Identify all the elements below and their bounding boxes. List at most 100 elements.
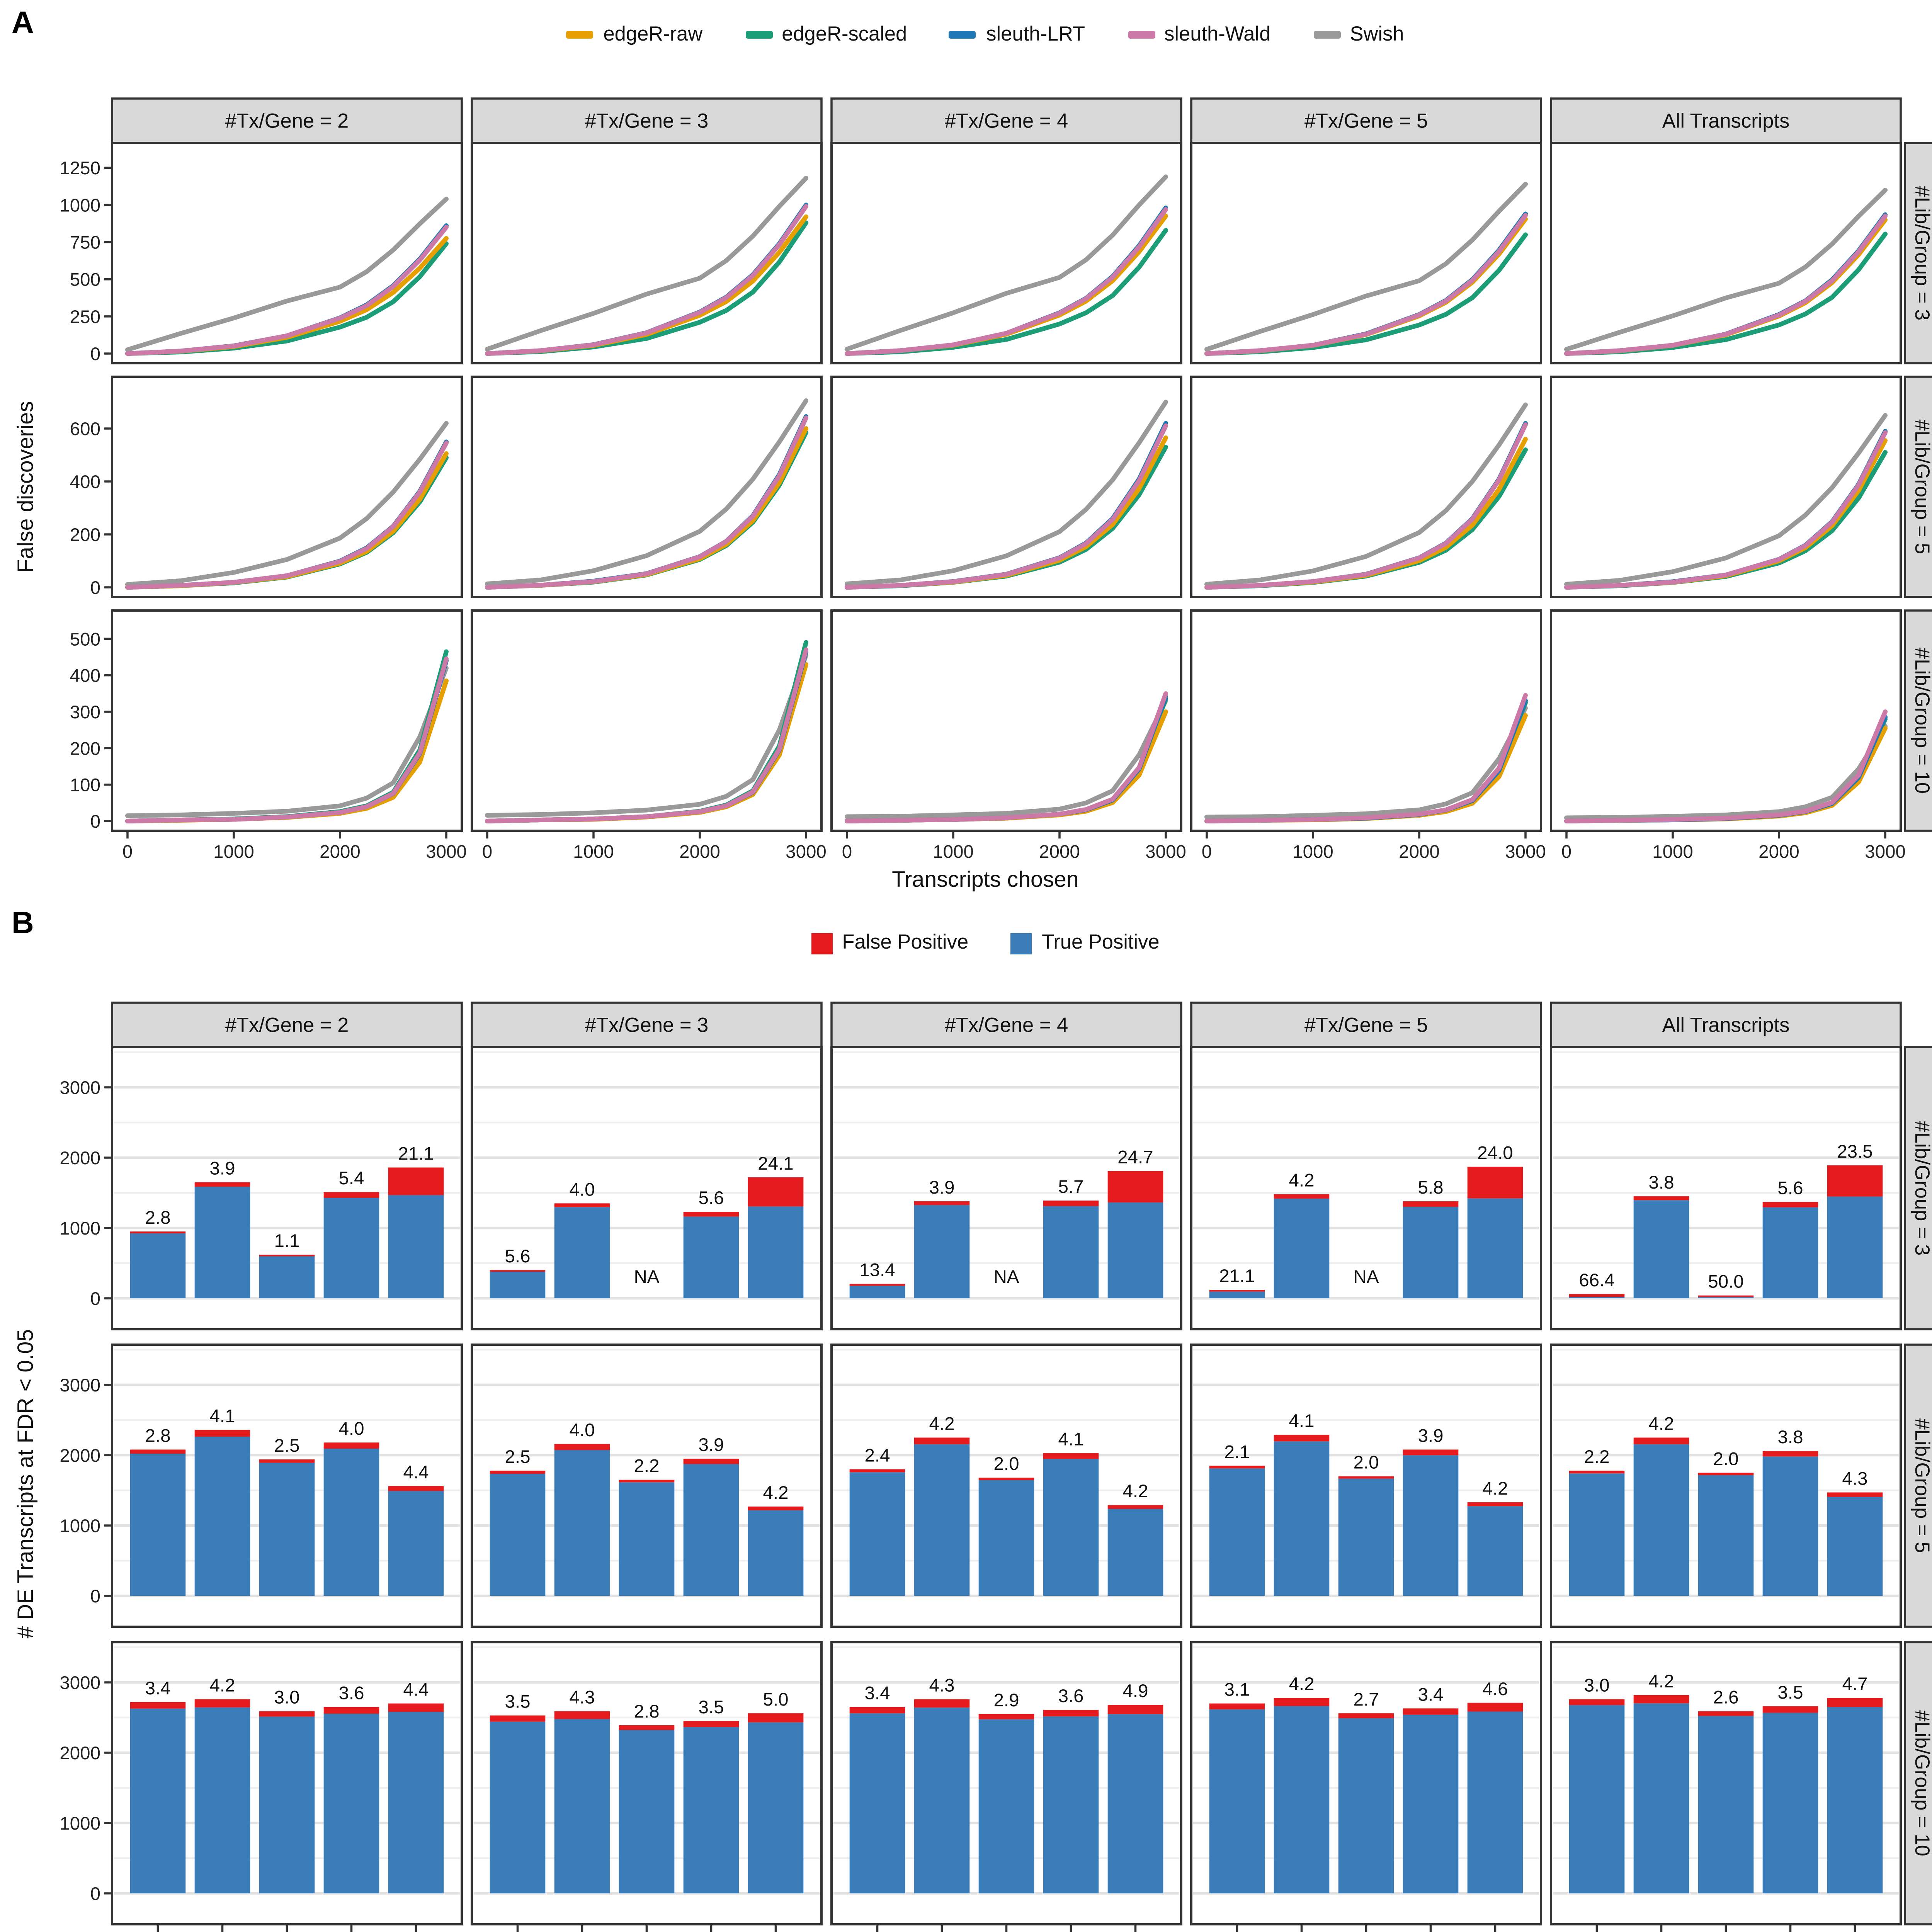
- bar-b-fp-r1-c4-1: [1633, 1437, 1689, 1444]
- bar-b-label-r0-c3-4: 24.0: [1477, 1143, 1513, 1163]
- bar-b-label-r0-c1-1: 4.0: [569, 1179, 595, 1200]
- svg-text:1000: 1000: [60, 1813, 100, 1834]
- bar-b-fp-r2-c0-0: [130, 1702, 186, 1709]
- bar-b-tp-r1-c0-4: [388, 1491, 444, 1596]
- line-a-r1-c0-sleuth-Wald: [125, 440, 449, 590]
- svg-text:0: 0: [482, 842, 492, 862]
- bar-b-fp-r1-c2-0: [849, 1469, 905, 1473]
- bar-b-fp-r1-c4-4: [1827, 1492, 1883, 1497]
- facet-a-r0-c3: [1190, 142, 1542, 364]
- bar-b-label-r0-c3-3: 5.8: [1418, 1177, 1443, 1198]
- bar-b-tp-r0-c2-4: [1107, 1202, 1163, 1298]
- bar-b-label-r0-c4-2: 50.0: [1708, 1272, 1743, 1292]
- bar-b-fp-r0-c4-0: [1569, 1294, 1625, 1297]
- svg-text:2000: 2000: [1039, 842, 1080, 862]
- line-a-r0-c0-Swish: [125, 197, 449, 352]
- legend-item-edger-raw: edgeR-raw: [566, 23, 702, 46]
- line-a-r1-c1-Swish: [485, 398, 809, 587]
- svg-text:3000: 3000: [1145, 842, 1186, 862]
- bar-b-tp-r2-c0-3: [323, 1714, 379, 1893]
- bar-b-label-r1-c3-4: 4.2: [1482, 1478, 1508, 1499]
- bar-b-label-r1-c1-3: 3.9: [698, 1435, 724, 1455]
- bar-b-tp-r2-c0-4: [388, 1712, 444, 1893]
- line-a-r2-c0-sleuth-Wald: [125, 656, 449, 823]
- facet-b-r0-c1: 5.6 4.0 NA 5.6 24.1: [470, 1046, 823, 1330]
- bar-b-label-r2-c3-1: 4.2: [1289, 1674, 1314, 1694]
- col-strip-a-3: #Tx/Gene = 5: [1190, 97, 1542, 144]
- bar-b-label-r2-c2-3: 3.6: [1058, 1686, 1083, 1706]
- bar-b-fp-r0-c4-3: [1762, 1202, 1818, 1208]
- bar-b-tp-r1-c2-1: [914, 1444, 970, 1596]
- facet-a-r1-c3: [1190, 376, 1542, 598]
- facet-b-r1-c2: 2.4 4.2 2.0 4.1 4.2: [830, 1344, 1182, 1628]
- bar-b-fp-r1-c4-2: [1698, 1473, 1754, 1475]
- bar-b-tp-r2-c3-3: [1403, 1714, 1459, 1893]
- legend-panel-b: False Positive True Positive: [0, 931, 1932, 954]
- bar-b-label-r1-c2-2: 2.0: [993, 1454, 1019, 1474]
- bar-b-fp-r1-c2-4: [1107, 1505, 1163, 1509]
- svg-text:#Lib/Group = 10: #Lib/Group = 10: [1911, 1710, 1932, 1856]
- legend-label: edgeR-scaled: [782, 23, 907, 46]
- col-strip-b-0: #Tx/Gene = 2: [111, 1002, 463, 1048]
- panel-a-label: A: [12, 8, 34, 41]
- bar-b-fp-r0-c3-0: [1209, 1290, 1265, 1292]
- line-a-r0-c2-Swish: [844, 174, 1168, 352]
- bar-b-label-r0-c3-0: 21.1: [1219, 1266, 1255, 1286]
- col-strip-b-3: #Tx/Gene = 5: [1190, 1002, 1542, 1048]
- svg-text:400: 400: [70, 472, 100, 492]
- bar-b-fp-r1-c2-2: [978, 1478, 1034, 1480]
- bar-b-tp-r0-c4-1: [1633, 1200, 1689, 1298]
- legend-label: edgeR-raw: [603, 23, 703, 46]
- bar-b-tp-r0-c2-1: [914, 1205, 970, 1298]
- svg-text:3000: 3000: [786, 842, 827, 862]
- svg-text:#Tx/Gene = 3: #Tx/Gene = 3: [585, 110, 709, 133]
- bar-b-fp-r0-c2-4: [1107, 1171, 1163, 1202]
- svg-text:1000: 1000: [1652, 842, 1693, 862]
- bar-b-tp-r1-c4-1: [1633, 1444, 1689, 1596]
- bar-b-tp-r2-c1-2: [619, 1730, 675, 1893]
- facet-b-r0-c3: 21.1 4.2 NA 5.8 24.0: [1190, 1046, 1542, 1330]
- bar-b-fp-r2-c2-0: [849, 1707, 905, 1714]
- svg-text:1000: 1000: [60, 195, 100, 216]
- svg-text:0: 0: [1561, 842, 1571, 862]
- col-strip-b-1: #Tx/Gene = 3: [471, 1002, 823, 1048]
- legend-label: sleuth-LRT: [986, 23, 1085, 46]
- svg-text:300: 300: [70, 702, 100, 723]
- bar-b-fp-r2-c2-2: [978, 1714, 1034, 1719]
- facet-a-r0-c2: [830, 142, 1182, 364]
- legend-item-swish: Swish: [1313, 23, 1404, 46]
- row-strip-a-0: #Lib/Group = 3: [1904, 142, 1932, 364]
- bar-b-label-r1-c0-0: 2.8: [145, 1425, 170, 1446]
- bar-b-tp-r2-c0-0: [130, 1708, 186, 1893]
- line-a-r1-c3-sleuth-Wald: [1204, 422, 1528, 590]
- bar-b-label-r0-c0-2: 1.1: [274, 1231, 299, 1251]
- bar-b-tp-r0-c0-0: [130, 1233, 186, 1298]
- bar-b-label-r1-c4-0: 2.2: [1584, 1447, 1609, 1467]
- line-a-r1-c0-Swish: [125, 421, 449, 587]
- facet-b-r1-c3: 2.1 4.1 2.0 3.9 4.2: [1190, 1344, 1542, 1628]
- bar-b-fp-r0-c1-4: [748, 1177, 804, 1207]
- bar-b-fp-r1-c4-0: [1569, 1471, 1625, 1474]
- line-a-r1-c4-sleuth-Wald: [1564, 430, 1888, 590]
- bar-b-fp-r2-c4-2: [1698, 1711, 1754, 1716]
- bar-b-label-r1-c0-1: 4.1: [209, 1406, 235, 1426]
- legend-item-sleuth-wald: sleuth-Wald: [1128, 23, 1270, 46]
- panel-b-label: B: [12, 908, 34, 941]
- facet-b-r0-c2: 13.4 3.9 NA 5.7 24.7: [830, 1046, 1182, 1330]
- bar-b-tp-r0-c1-3: [683, 1216, 739, 1298]
- legend-label: Swish: [1350, 23, 1404, 46]
- svg-text:3000: 3000: [60, 1673, 100, 1693]
- facet-a-r1-c4: [1549, 376, 1902, 598]
- bar-b-tp-r2-c2-4: [1107, 1714, 1163, 1893]
- bar-b-fp-r0-c3-4: [1467, 1167, 1523, 1199]
- bar-b-tp-r2-c2-3: [1043, 1716, 1099, 1893]
- svg-text:2000: 2000: [320, 842, 361, 862]
- bar-b-tp-r2-c3-0: [1209, 1709, 1265, 1893]
- bar-b-tp-r1-c2-0: [849, 1472, 905, 1596]
- line-a-r1-c2-sleuth-Wald: [844, 423, 1168, 590]
- bar-b-label-r2-c1-0: 3.5: [505, 1692, 530, 1712]
- bar-b-label-r1-c0-3: 4.0: [338, 1418, 364, 1439]
- bar-b-tp-r1-c4-0: [1569, 1473, 1625, 1596]
